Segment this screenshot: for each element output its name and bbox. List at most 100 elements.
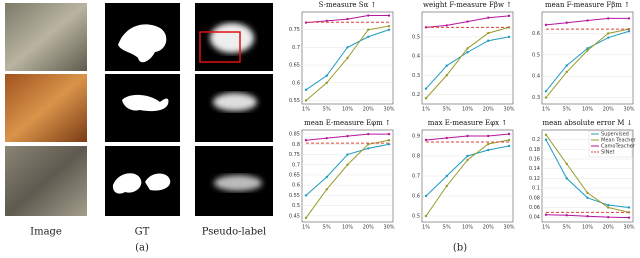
series-line [425, 139, 510, 217]
point [565, 21, 568, 24]
x-tick-label: 30% [623, 225, 634, 231]
series-line [305, 29, 390, 91]
x-tick-label: 5% [563, 225, 571, 231]
point [304, 99, 308, 102]
x-tick-label: 5% [443, 107, 451, 113]
point [325, 19, 328, 23]
x-tick-label: 5% [443, 225, 451, 231]
point [387, 14, 391, 17]
point [565, 70, 568, 74]
point [627, 17, 631, 20]
point [466, 158, 469, 162]
point [627, 216, 631, 219]
y-tick-label: 0.65 [289, 172, 300, 178]
column-label: Pseudo-label [202, 227, 266, 238]
point [367, 147, 370, 150]
point [325, 175, 328, 179]
series-line [305, 25, 390, 101]
column-label: GT [135, 227, 150, 238]
point [627, 206, 631, 209]
point [445, 24, 448, 27]
y-tick-label: 0.8 [412, 154, 420, 160]
y-tick-label: 0.8 [292, 142, 300, 148]
point [387, 139, 391, 142]
point [466, 47, 469, 50]
panel-a: Image GT Pseudo-label (a) [5, 3, 273, 254]
point [544, 138, 548, 141]
point [586, 47, 589, 50]
image [5, 74, 87, 142]
point [346, 46, 349, 49]
point [304, 139, 308, 142]
point [586, 19, 589, 22]
point [367, 143, 370, 146]
y-tick-label: 0.04 [529, 215, 540, 221]
plot-frame [301, 129, 394, 223]
panel-label: (b) [453, 243, 467, 254]
y-tick-label: 0.85 [289, 132, 300, 138]
x-tick-label: 20% [483, 225, 494, 231]
point [466, 20, 469, 23]
chart-title: mean absolute error M ↓ [543, 119, 633, 127]
series-line [305, 143, 390, 196]
point [586, 191, 589, 195]
y-tick-label: 0.16 [529, 157, 540, 163]
point [487, 16, 490, 19]
legend-label: CamoTeacher [601, 144, 636, 150]
series-line [545, 28, 630, 98]
point [445, 64, 448, 67]
x-tick-label: 1% [542, 107, 550, 113]
point [387, 24, 391, 28]
y-tick-label: 0.1 [532, 186, 540, 192]
y-tick-label: 0.6 [292, 80, 300, 86]
point [607, 17, 610, 20]
point [424, 214, 428, 218]
point [607, 203, 610, 207]
point [304, 88, 308, 92]
x-tick-label: 1% [302, 225, 310, 231]
point [346, 56, 349, 60]
point [586, 49, 589, 52]
point [424, 97, 428, 100]
y-tick-label: 0.75 [289, 152, 300, 158]
point [367, 14, 370, 17]
plot-frame [541, 11, 634, 105]
x-tick-label: 10% [462, 225, 473, 231]
x-tick-label: 20% [363, 225, 374, 231]
point [627, 30, 631, 33]
y-tick-label: 0.14 [529, 166, 540, 172]
panel-b: (b) S-measure Sα ↑ 0.55 0.6 0.65 0.7 0.75 1% 5%… [289, 1, 637, 254]
x-tick-label: 30% [503, 225, 514, 231]
point [507, 14, 511, 18]
series-line [425, 36, 510, 90]
point [487, 148, 490, 152]
point [367, 28, 370, 31]
x-tick-label: 10% [342, 225, 353, 231]
x-tick-label: 1% [542, 225, 550, 231]
point [586, 214, 589, 218]
point [325, 81, 328, 84]
point [507, 132, 511, 136]
y-tick-label: 0.5 [412, 214, 420, 220]
point [487, 134, 490, 138]
y-tick-label: 0.5 [532, 52, 540, 58]
point [507, 144, 511, 148]
chart-title: mean F-measure Fβm ↑ [545, 1, 630, 9]
y-tick-label: 0.4 [532, 74, 540, 80]
x-tick-label: 10% [582, 225, 593, 231]
x-tick-label: 10% [342, 107, 353, 113]
x-tick-label: 5% [323, 225, 331, 231]
point [367, 132, 370, 136]
chart-title: max E-measure Eφx ↑ [428, 119, 507, 127]
point [607, 36, 610, 39]
x-tick-label: 30% [623, 107, 634, 113]
point [607, 32, 610, 35]
panel-label: (a) [135, 243, 149, 254]
x-tick-label: 5% [323, 107, 331, 113]
point [325, 74, 328, 77]
y-tick-label: 0.6 [532, 31, 540, 37]
y-tick-label: 0.4 [412, 54, 420, 60]
x-tick-label: 1% [422, 107, 430, 113]
y-tick-label: 0.9 [412, 134, 420, 140]
